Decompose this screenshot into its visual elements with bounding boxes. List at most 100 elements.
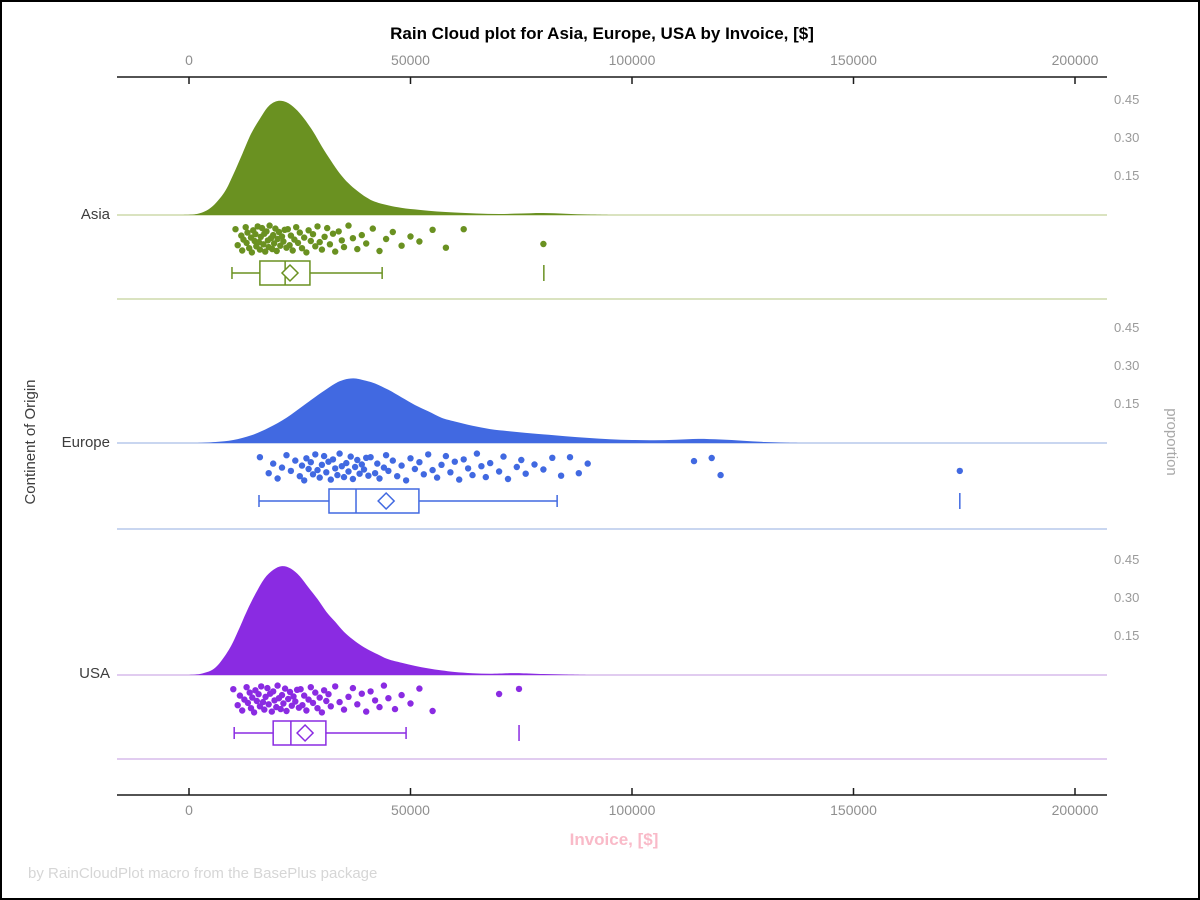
rain-point (365, 472, 372, 479)
proportion-tick-label: 0.15 (1114, 168, 1140, 183)
rain-point (349, 235, 357, 242)
rain-point (270, 460, 277, 467)
rain-point (314, 466, 321, 474)
rain-point (320, 687, 328, 694)
rain-point (495, 690, 503, 698)
rain-point (268, 708, 275, 715)
rain-point (367, 454, 374, 461)
rain-point (298, 245, 306, 252)
rain-point (281, 685, 289, 692)
rain-point (309, 699, 317, 707)
boxplot-europe (258, 488, 961, 514)
rain-point (347, 453, 354, 460)
rain-point (243, 684, 250, 691)
proportion-tick-label: 0.15 (1114, 396, 1140, 411)
rain-point (398, 242, 405, 249)
rain-point (250, 709, 258, 716)
density-usa (189, 566, 588, 675)
rain-point (340, 243, 348, 251)
rain-point (389, 457, 396, 464)
rain-point (273, 247, 280, 255)
proportion-tick-label: 0.30 (1114, 130, 1140, 145)
rain-point (301, 477, 308, 484)
rain-point (248, 249, 256, 256)
rain-point (303, 707, 310, 714)
rain-point (283, 707, 290, 715)
rain-point (309, 471, 317, 478)
rain-point (256, 246, 264, 253)
rain-point (557, 472, 565, 479)
x-tick-label-bottom: 200000 (1051, 802, 1099, 818)
rain-point (312, 243, 319, 250)
rain-point (324, 224, 331, 232)
rain-point (309, 231, 317, 238)
chart-title: Rain Cloud plot for Asia, Europe, USA by… (390, 24, 814, 43)
rain-point (292, 698, 299, 705)
rain-point (518, 456, 525, 464)
rain-point (398, 691, 405, 699)
proportion-tick-label: 0.45 (1114, 552, 1140, 567)
rain-point (354, 701, 361, 708)
rain-point (690, 457, 698, 465)
rain-point (278, 691, 286, 699)
rain-point (531, 461, 538, 468)
proportion-tick-label: 0.45 (1114, 320, 1140, 335)
rain-point (270, 240, 278, 247)
rain-point (382, 452, 390, 459)
proportion-tick-label: 0.45 (1114, 92, 1140, 107)
rain-point (312, 451, 319, 458)
rain-point (305, 465, 312, 473)
rain-point (433, 474, 441, 481)
rain-point (323, 469, 330, 476)
rain-point (717, 471, 724, 479)
rain-point (249, 694, 256, 701)
rain-point (360, 466, 368, 473)
category-label-asia: Asia (80, 206, 110, 223)
iqr-box (328, 488, 420, 514)
panel-usa (117, 566, 1107, 760)
rain-point (380, 682, 388, 689)
rain-point (566, 454, 574, 461)
rain-point (303, 455, 310, 462)
rain-point (460, 456, 467, 463)
rain-point (327, 476, 334, 483)
rain-point (288, 702, 295, 709)
rain-point (429, 226, 436, 233)
rain-point (482, 473, 489, 481)
rain-point (340, 706, 348, 713)
rain-point (335, 228, 342, 235)
rain-point (264, 684, 271, 692)
mean-diamond (377, 491, 396, 511)
rain-point (258, 683, 265, 690)
rain-point (394, 473, 401, 480)
rain-point (274, 475, 281, 482)
rain-point (289, 247, 296, 254)
rain-point (442, 452, 450, 460)
rain-point (312, 689, 319, 696)
rain-point (407, 233, 414, 240)
rain-point (340, 473, 348, 481)
rain-point (356, 470, 363, 477)
rain-point (420, 471, 427, 478)
rain-point (290, 693, 297, 700)
rain-point (239, 247, 246, 254)
rain-point (301, 692, 308, 699)
rain-point (358, 461, 365, 468)
rain-point (374, 460, 381, 467)
rain-point (429, 707, 436, 715)
rain-point (263, 228, 270, 235)
rain-point (286, 688, 294, 696)
rain-point (460, 226, 467, 233)
rain-point (407, 700, 414, 707)
rain-point (278, 464, 286, 471)
rain-point (416, 238, 423, 245)
rain-point (391, 705, 399, 713)
rain-point (429, 466, 436, 474)
rain-point (236, 692, 244, 699)
rain-point (329, 230, 337, 237)
rain-point (376, 475, 383, 482)
rain-point (297, 686, 304, 693)
rain-point (402, 477, 410, 484)
y-axis-title: Continent of Origin (22, 379, 39, 505)
